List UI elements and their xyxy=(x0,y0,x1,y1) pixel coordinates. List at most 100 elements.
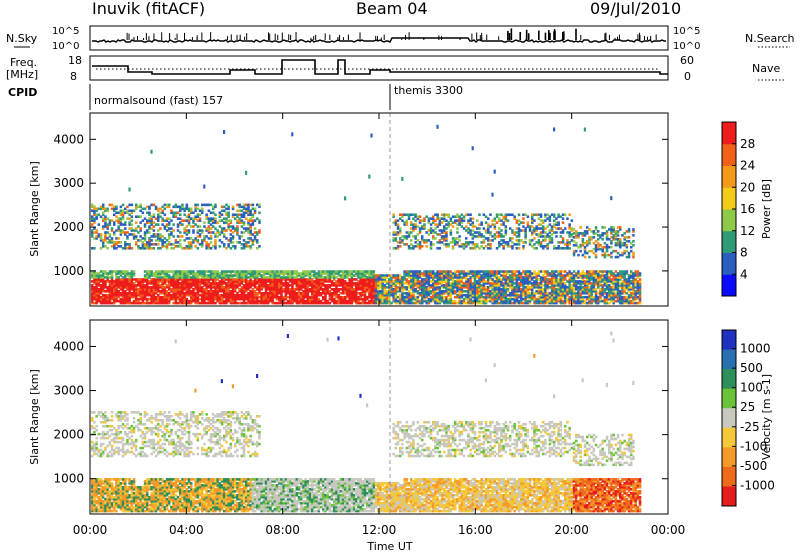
echo-cell xyxy=(460,272,464,275)
echo-cell xyxy=(550,225,554,228)
echo-cell xyxy=(313,286,316,289)
echo-cell xyxy=(385,282,389,285)
echo-cell xyxy=(124,293,127,297)
echo-cell xyxy=(458,301,461,305)
echo-cell xyxy=(425,288,428,291)
echo-cell xyxy=(561,282,565,285)
echo-cell xyxy=(326,270,329,273)
echo-cell xyxy=(355,291,358,295)
echo-cell xyxy=(434,276,437,279)
echo-cell xyxy=(548,299,552,303)
echo-cell xyxy=(465,297,468,301)
echo-cell xyxy=(119,213,123,217)
echo-cell xyxy=(500,219,503,222)
echo-cell xyxy=(269,289,272,293)
echo-cell xyxy=(445,280,448,283)
echo-cell xyxy=(150,270,153,273)
echo-cell xyxy=(216,291,219,295)
echo-cell xyxy=(462,217,466,220)
echo-cell xyxy=(143,284,147,287)
echo-cell xyxy=(487,247,490,250)
echo-cell xyxy=(328,280,332,283)
echo-cell xyxy=(91,247,94,250)
echo-cell xyxy=(570,284,574,287)
echo-cell xyxy=(240,289,244,293)
echo-cell xyxy=(379,297,382,301)
echo-cell xyxy=(187,276,191,279)
echo-cell xyxy=(568,301,571,305)
echo-cell xyxy=(559,291,563,295)
echo-cell xyxy=(121,291,125,295)
echo-cell xyxy=(128,217,131,220)
echo-cell xyxy=(152,284,156,287)
echo-cell xyxy=(473,289,477,293)
echo-cell xyxy=(229,233,233,236)
echo-cell xyxy=(319,270,323,273)
echo-cell xyxy=(126,282,129,285)
echo-cell xyxy=(238,297,241,301)
echo-cell xyxy=(489,293,492,297)
echo-cell xyxy=(168,221,171,224)
echo-cell xyxy=(190,225,193,228)
echo-cell xyxy=(383,284,387,287)
echo-cell xyxy=(154,274,158,277)
echo-cell xyxy=(135,241,138,244)
echo-cell xyxy=(350,286,354,289)
echo-cell xyxy=(407,213,411,217)
echo-cell xyxy=(381,276,384,279)
echo-cell xyxy=(513,231,516,234)
echo-cell xyxy=(121,297,125,301)
echo-cell xyxy=(542,270,545,273)
echo-cell xyxy=(410,239,413,242)
echo-cell xyxy=(337,289,340,293)
echo-cell xyxy=(249,203,252,207)
echo-cell xyxy=(539,215,543,218)
echo-cell xyxy=(537,286,541,289)
echo-cell xyxy=(500,299,503,303)
echo-cell xyxy=(157,278,160,281)
echo-cell xyxy=(181,205,184,209)
echo-cell xyxy=(187,280,191,283)
echo-cell xyxy=(410,227,413,230)
echo-cell xyxy=(104,299,107,303)
echo-cell xyxy=(414,280,417,283)
echo-cell xyxy=(462,219,466,222)
echo-cell xyxy=(201,295,204,299)
echo-cell xyxy=(524,270,527,273)
echo-cell xyxy=(185,286,189,289)
echo-cell xyxy=(168,270,171,273)
echo-cell xyxy=(275,286,279,289)
echo-cell xyxy=(163,213,167,217)
echo-cell xyxy=(157,280,160,283)
echo-cell xyxy=(236,280,239,283)
echo-cell xyxy=(170,243,173,246)
echo-cell xyxy=(394,247,398,250)
echo-cell xyxy=(187,207,191,211)
echo-cell xyxy=(438,289,442,293)
echo-cell xyxy=(484,288,488,291)
echo-cell xyxy=(148,225,151,228)
echo-cell xyxy=(449,219,453,222)
echo-cell xyxy=(91,217,94,220)
echo-cell xyxy=(504,289,508,293)
echo-cell xyxy=(517,233,521,236)
echo-cell xyxy=(528,295,532,299)
echo-cell xyxy=(445,219,448,222)
echo-cell xyxy=(498,295,501,299)
echo-cell xyxy=(102,243,105,246)
echo-cell xyxy=(333,288,336,291)
echo-cell xyxy=(440,213,444,217)
echo-cell xyxy=(456,286,459,289)
echo-cell xyxy=(315,295,318,299)
echo-cell xyxy=(396,233,400,236)
echo-cell xyxy=(269,288,272,291)
echo-cell xyxy=(583,288,587,291)
echo-cell xyxy=(245,293,248,297)
echo-cell xyxy=(482,278,486,281)
echo-cell xyxy=(399,286,402,289)
echo-cell xyxy=(392,221,395,224)
echo-cell xyxy=(489,274,492,277)
echo-cell xyxy=(328,278,332,281)
echo-cell xyxy=(449,217,453,220)
echo-cell xyxy=(531,293,534,297)
